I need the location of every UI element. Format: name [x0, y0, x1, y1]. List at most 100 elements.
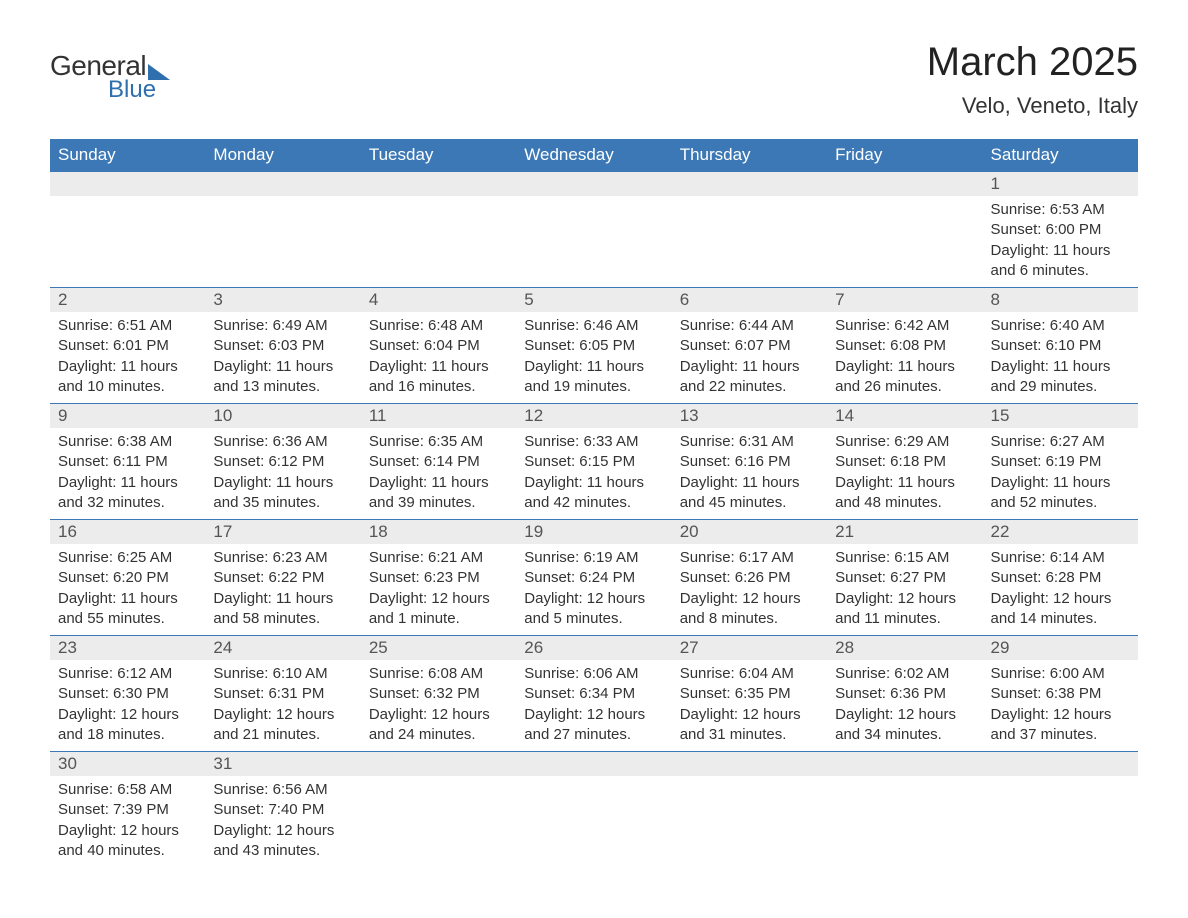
day-data-line: Daylight: 11 hours	[58, 473, 197, 493]
day-data-line: and 21 minutes.	[213, 725, 352, 745]
day-data-cell: Sunrise: 6:08 AMSunset: 6:32 PMDaylight:…	[361, 660, 516, 752]
day-data: Sunrise: 6:38 AMSunset: 6:11 PMDaylight:…	[50, 428, 205, 519]
day-number-cell	[50, 172, 205, 197]
day-data-line: Sunrise: 6:38 AM	[58, 432, 197, 452]
day-data-cell	[672, 196, 827, 288]
day-data-cell: Sunrise: 6:00 AMSunset: 6:38 PMDaylight:…	[983, 660, 1138, 752]
day-data-cell: Sunrise: 6:10 AMSunset: 6:31 PMDaylight:…	[205, 660, 360, 752]
day-data-line: Sunset: 6:36 PM	[835, 684, 974, 704]
weekday-header: Wednesday	[516, 139, 671, 172]
day-number-cell: 14	[827, 404, 982, 429]
day-data-line: Sunset: 6:03 PM	[213, 336, 352, 356]
day-data-line: Sunrise: 6:08 AM	[369, 664, 508, 684]
day-data: Sunrise: 6:48 AMSunset: 6:04 PMDaylight:…	[361, 312, 516, 403]
day-data: Sunrise: 6:49 AMSunset: 6:03 PMDaylight:…	[205, 312, 360, 403]
day-number-cell: 12	[516, 404, 671, 429]
day-number	[361, 752, 516, 776]
day-number: 5	[516, 288, 671, 312]
day-data-line: and 37 minutes.	[991, 725, 1130, 745]
day-data-line: Daylight: 11 hours	[524, 357, 663, 377]
day-data-line: Sunset: 6:07 PM	[680, 336, 819, 356]
day-data-line: Sunset: 6:10 PM	[991, 336, 1130, 356]
day-data-line: Sunset: 6:16 PM	[680, 452, 819, 472]
day-number-cell	[827, 752, 982, 777]
day-data-line: Sunset: 6:08 PM	[835, 336, 974, 356]
day-data-cell: Sunrise: 6:21 AMSunset: 6:23 PMDaylight:…	[361, 544, 516, 636]
day-data: Sunrise: 6:15 AMSunset: 6:27 PMDaylight:…	[827, 544, 982, 635]
day-number: 30	[50, 752, 205, 776]
day-data-line: and 1 minute.	[369, 609, 508, 629]
day-data-line: Sunrise: 6:44 AM	[680, 316, 819, 336]
day-data	[983, 776, 1138, 806]
day-data-line: Sunrise: 6:14 AM	[991, 548, 1130, 568]
day-data-line: and 18 minutes.	[58, 725, 197, 745]
day-number: 31	[205, 752, 360, 776]
day-number-cell: 8	[983, 288, 1138, 313]
day-number-cell	[827, 172, 982, 197]
calendar-table: Sunday Monday Tuesday Wednesday Thursday…	[50, 139, 1138, 867]
day-data-row: Sunrise: 6:25 AMSunset: 6:20 PMDaylight:…	[50, 544, 1138, 636]
day-number	[205, 172, 360, 196]
day-data-line: Sunrise: 6:48 AM	[369, 316, 508, 336]
day-data-line: Daylight: 11 hours	[524, 473, 663, 493]
day-number-cell: 3	[205, 288, 360, 313]
day-number-cell: 31	[205, 752, 360, 777]
day-number-cell	[516, 172, 671, 197]
day-number-cell	[672, 172, 827, 197]
day-data	[516, 776, 671, 806]
day-data-line: Daylight: 11 hours	[680, 473, 819, 493]
day-number-cell	[516, 752, 671, 777]
day-data-line: Sunset: 6:28 PM	[991, 568, 1130, 588]
day-data-line: and 5 minutes.	[524, 609, 663, 629]
day-data-cell	[672, 776, 827, 867]
day-data: Sunrise: 6:17 AMSunset: 6:26 PMDaylight:…	[672, 544, 827, 635]
day-number-cell	[983, 752, 1138, 777]
day-number: 22	[983, 520, 1138, 544]
day-data-line: Sunset: 6:27 PM	[835, 568, 974, 588]
day-data-cell: Sunrise: 6:06 AMSunset: 6:34 PMDaylight:…	[516, 660, 671, 752]
day-data-line: Daylight: 11 hours	[680, 357, 819, 377]
day-number-cell: 29	[983, 636, 1138, 661]
day-data-line: Sunrise: 6:31 AM	[680, 432, 819, 452]
day-data	[827, 776, 982, 806]
day-number: 14	[827, 404, 982, 428]
day-data-cell: Sunrise: 6:29 AMSunset: 6:18 PMDaylight:…	[827, 428, 982, 520]
day-data	[672, 776, 827, 806]
day-number: 10	[205, 404, 360, 428]
day-data-cell	[827, 196, 982, 288]
day-number: 13	[672, 404, 827, 428]
day-data-cell: Sunrise: 6:04 AMSunset: 6:35 PMDaylight:…	[672, 660, 827, 752]
day-data: Sunrise: 6:02 AMSunset: 6:36 PMDaylight:…	[827, 660, 982, 751]
day-data: Sunrise: 6:04 AMSunset: 6:35 PMDaylight:…	[672, 660, 827, 751]
day-data-line: Daylight: 11 hours	[991, 241, 1130, 261]
day-number: 8	[983, 288, 1138, 312]
day-data-line: Daylight: 12 hours	[213, 705, 352, 725]
day-number-cell	[361, 172, 516, 197]
day-data-cell: Sunrise: 6:49 AMSunset: 6:03 PMDaylight:…	[205, 312, 360, 404]
weekday-header: Thursday	[672, 139, 827, 172]
day-data: Sunrise: 6:35 AMSunset: 6:14 PMDaylight:…	[361, 428, 516, 519]
day-data-line: and 8 minutes.	[680, 609, 819, 629]
day-data: Sunrise: 6:08 AMSunset: 6:32 PMDaylight:…	[361, 660, 516, 751]
day-number	[827, 752, 982, 776]
day-data-line: Sunrise: 6:42 AM	[835, 316, 974, 336]
day-data-line: Sunset: 6:19 PM	[991, 452, 1130, 472]
day-data: Sunrise: 6:53 AMSunset: 6:00 PMDaylight:…	[983, 196, 1138, 287]
day-data-line: Daylight: 12 hours	[58, 705, 197, 725]
day-number: 3	[205, 288, 360, 312]
day-data	[516, 196, 671, 226]
day-data-cell: Sunrise: 6:19 AMSunset: 6:24 PMDaylight:…	[516, 544, 671, 636]
day-data	[361, 196, 516, 226]
day-data-line: Daylight: 11 hours	[213, 357, 352, 377]
day-number-cell: 18	[361, 520, 516, 545]
day-data-line: Daylight: 11 hours	[835, 473, 974, 493]
day-data-line: Sunset: 6:01 PM	[58, 336, 197, 356]
day-data: Sunrise: 6:56 AMSunset: 7:40 PMDaylight:…	[205, 776, 360, 867]
day-number: 12	[516, 404, 671, 428]
day-data-line: Daylight: 11 hours	[991, 357, 1130, 377]
day-data-line: Sunrise: 6:21 AM	[369, 548, 508, 568]
day-data: Sunrise: 6:40 AMSunset: 6:10 PMDaylight:…	[983, 312, 1138, 403]
day-data-line: Daylight: 11 hours	[835, 357, 974, 377]
day-data-line: and 52 minutes.	[991, 493, 1130, 513]
day-data-row: Sunrise: 6:53 AMSunset: 6:00 PMDaylight:…	[50, 196, 1138, 288]
